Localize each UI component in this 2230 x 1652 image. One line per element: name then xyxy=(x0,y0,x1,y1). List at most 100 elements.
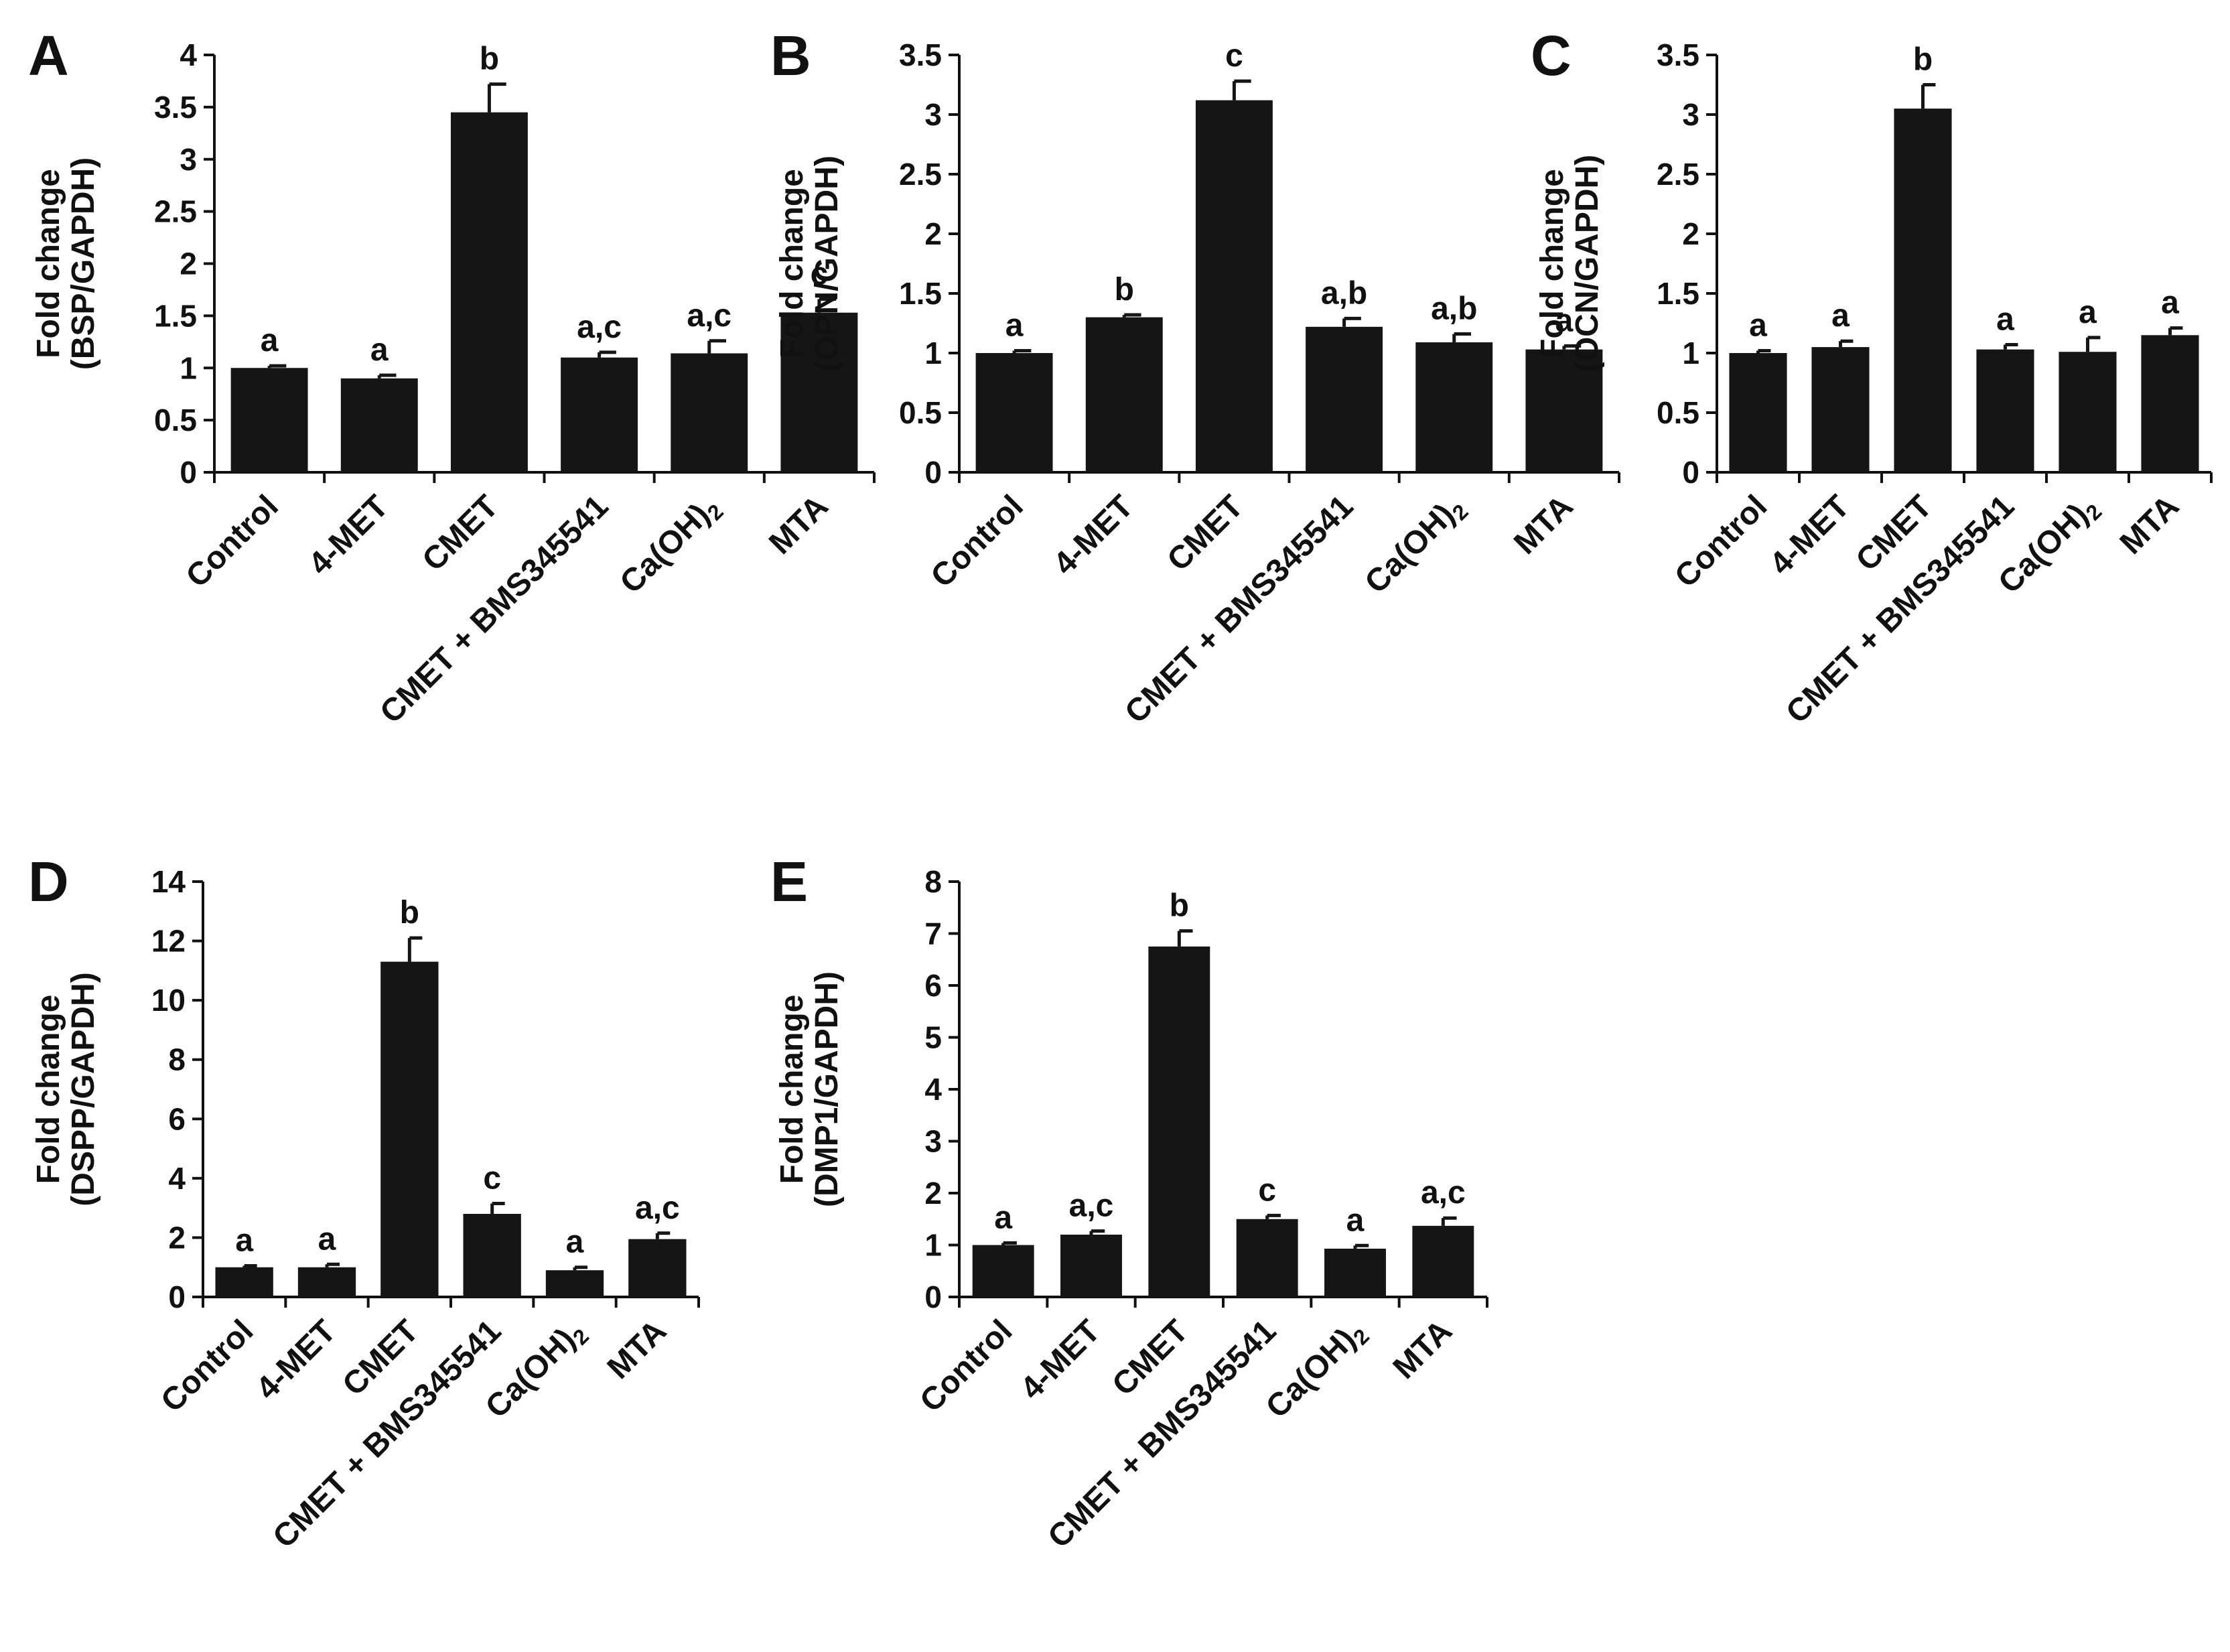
bar xyxy=(1976,349,2034,472)
chart-panel-e: E Fold change (DMP1/GAPDH) 0 1 2 3 4 5 6 7 8 a Contro… xyxy=(770,850,1488,1555)
y-tick-label: 3.5 xyxy=(1657,38,1699,72)
significance-letter: b xyxy=(480,42,499,77)
y-axis-title-line2: (DSPP/GAPDH) xyxy=(66,972,101,1206)
bar xyxy=(463,1214,521,1297)
subscript: 2 xyxy=(1448,500,1473,525)
panel-letter: E xyxy=(770,850,808,913)
y-tick-label: 2 xyxy=(168,1220,186,1255)
panel-letter: B xyxy=(770,24,811,87)
category-label: MTA xyxy=(601,1313,673,1385)
significance-letter: a,c xyxy=(687,298,731,334)
y-axis-title-line2: (DMP1/GAPDH) xyxy=(809,971,845,1207)
y-axis-title-line1: Fold change xyxy=(31,995,66,1184)
bar xyxy=(1060,1235,1122,1297)
y-tick-label: 0 xyxy=(1682,455,1699,490)
bar xyxy=(1525,349,1603,472)
y-tick-label: 6 xyxy=(168,1101,186,1136)
category-label: MTA xyxy=(1507,488,1580,561)
y-tick-label: 0.5 xyxy=(899,395,942,430)
y-tick-label: 8 xyxy=(168,1042,186,1077)
bar xyxy=(450,112,528,473)
y-tick-label: 7 xyxy=(924,916,942,951)
chart-panel-c: C Fold change (OCN/GAPDH) 0 0.5 1 1.5 2 2.5 3 3.5 a… xyxy=(1531,24,2213,730)
y-tick-label: 1.5 xyxy=(154,298,197,333)
category-label: CMET xyxy=(1161,488,1251,578)
bar xyxy=(2141,335,2199,472)
category-label: MTA xyxy=(2113,488,2186,561)
category-label: Control xyxy=(924,488,1030,594)
bar xyxy=(230,368,308,472)
category-label: MTA xyxy=(762,488,835,561)
subscript: 2 xyxy=(568,1324,594,1350)
bar xyxy=(1085,317,1163,472)
category-label: Control xyxy=(180,488,285,594)
category-label: Ca(OH)2 xyxy=(1358,488,1473,603)
significance-letter: a xyxy=(994,1200,1012,1235)
significance-letter: a xyxy=(1346,1202,1365,1238)
chart-panel-d: D Fold change (DSPP/GAPDH) 0 2 4 6 8 10 12 14 a Cont… xyxy=(28,850,700,1555)
bar xyxy=(545,1270,604,1297)
y-tick-label: 0 xyxy=(180,455,197,490)
y-tick-label: 14 xyxy=(151,864,186,899)
y-axis-title-line2: (OCN/GAPDH) xyxy=(1570,155,1605,372)
y-axis-title-line1: Fold change xyxy=(774,995,810,1184)
panel-letter: C xyxy=(1531,24,1572,87)
subscript: 2 xyxy=(1348,1324,1374,1350)
bar xyxy=(215,1267,273,1297)
y-tick-label: 2 xyxy=(1682,216,1699,251)
significance-letter: b xyxy=(400,895,419,931)
bar xyxy=(380,961,439,1297)
significance-letter: b xyxy=(1115,272,1134,307)
bar xyxy=(1415,342,1493,472)
panel-letter: A xyxy=(28,24,69,87)
significance-letter: a xyxy=(1749,307,1767,343)
y-tick-label: 3 xyxy=(924,1124,942,1159)
y-tick-label: 2 xyxy=(180,247,197,281)
category-label: CMET + BMS345541 xyxy=(373,488,615,730)
bar xyxy=(628,1239,687,1297)
bar xyxy=(1412,1225,1474,1297)
y-tick-label: 3 xyxy=(924,97,942,132)
significance-letter: c xyxy=(1258,1172,1276,1208)
bar xyxy=(1195,100,1273,472)
significance-letter: a xyxy=(370,332,389,368)
y-tick-label: 1 xyxy=(180,350,197,385)
significance-letter: b xyxy=(1170,888,1189,924)
significance-letter: a xyxy=(2079,295,2097,330)
significance-letter: a,c xyxy=(635,1190,680,1226)
significance-letter: a xyxy=(1005,307,1024,343)
y-axis-title-line1: Fold change xyxy=(31,169,66,358)
bar xyxy=(1894,109,1952,473)
bar xyxy=(340,378,418,472)
bar xyxy=(671,353,748,472)
y-tick-label: 0 xyxy=(924,455,942,490)
category-label: 4-MET xyxy=(249,1313,342,1406)
y-tick-label: 2.5 xyxy=(154,194,197,229)
significance-letter: c xyxy=(1225,38,1243,74)
bar xyxy=(1811,347,1870,472)
significance-letter: a xyxy=(261,323,279,358)
significance-letter: c xyxy=(483,1161,501,1196)
category-label: Ca(OH)2 xyxy=(1259,1313,1374,1428)
category-label: CMET + BMS345541 xyxy=(1118,488,1360,730)
y-axis-title-line2: (BSP/GAPDH) xyxy=(66,157,101,370)
y-tick-label: 0.5 xyxy=(154,403,197,437)
y-tick-label: 8 xyxy=(924,864,942,899)
category-label: Control xyxy=(154,1313,260,1419)
bar xyxy=(1324,1248,1386,1297)
significance-letter: a xyxy=(1831,298,1850,334)
significance-letter: c xyxy=(811,256,829,291)
y-tick-label: 2 xyxy=(924,216,942,251)
significance-letter: a,c xyxy=(577,309,622,345)
bar xyxy=(1236,1219,1298,1297)
significance-letter: a,c xyxy=(1421,1175,1466,1211)
significance-letter: a,c xyxy=(1069,1188,1114,1224)
bar xyxy=(2059,352,2117,472)
bar xyxy=(1729,353,1787,472)
category-label: Ca(OH)2 xyxy=(614,488,728,603)
y-tick-label: 2 xyxy=(924,1176,942,1211)
y-tick-label: 4 xyxy=(168,1161,186,1196)
significance-letter: a xyxy=(2161,285,2179,321)
